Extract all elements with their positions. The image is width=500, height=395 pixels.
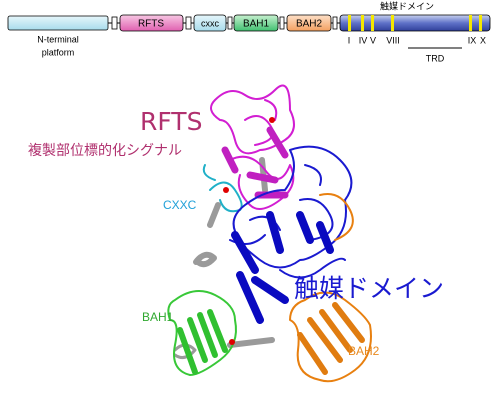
rfts-helices: [221, 126, 289, 199]
domain-map: RFTS cxxc BAH1 BAH2 触媒ドメイン N-terminal pl…: [7, 0, 491, 63]
linker-box: [111, 16, 118, 30]
bah1-strands: [177, 309, 228, 375]
catalytic-box: [339, 14, 491, 32]
motif-label: VIII: [386, 35, 400, 45]
linker-box: [227, 16, 233, 30]
motif-label: V: [370, 35, 376, 45]
rfts-label: RFTS: [140, 107, 202, 136]
bah1-label: BAH1: [142, 310, 174, 324]
linker-box: [185, 16, 192, 30]
bah1-box: [233, 14, 279, 32]
segment-label: BAH1: [243, 19, 270, 30]
rfts-subtitle: 複製部位標的化シグナル: [28, 142, 182, 159]
cxxc-box: [193, 14, 227, 32]
motif-label: X: [480, 35, 486, 45]
bah2-box: [286, 14, 332, 32]
motif-bars: [348, 15, 482, 31]
bah1-chain: [167, 290, 237, 376]
segment-label: cxxc: [201, 18, 220, 28]
bah2-strands: [297, 302, 365, 375]
motif-label: I: [348, 35, 351, 45]
motif-label: IX: [468, 35, 477, 45]
catalytic-helices: [231, 211, 334, 324]
cxxc-chain: [202, 164, 243, 213]
segment-label: RFTS: [138, 19, 164, 30]
bah2-label: BAH2: [348, 344, 380, 358]
n-terminal-label: N-terminal: [37, 34, 79, 44]
catalytic-label: 触媒ドメイン: [380, 0, 434, 11]
cxxc-label: CXXC: [163, 198, 197, 212]
gray-helices: [173, 157, 275, 360]
linker-box: [332, 16, 338, 30]
n-terminal-label: platform: [42, 47, 75, 57]
n-terminal-box: [7, 15, 109, 31]
motif-label: IV: [359, 35, 368, 45]
rfts-box: [119, 14, 184, 32]
linker-box: [279, 16, 285, 30]
catalytic-structure-label: 触媒ドメイン: [294, 274, 444, 303]
trd-label: TRD: [426, 53, 445, 63]
segment-label: BAH2: [296, 19, 323, 30]
protein-structure: [167, 84, 372, 383]
bah2-chain: [289, 193, 372, 383]
markers: [223, 117, 275, 345]
